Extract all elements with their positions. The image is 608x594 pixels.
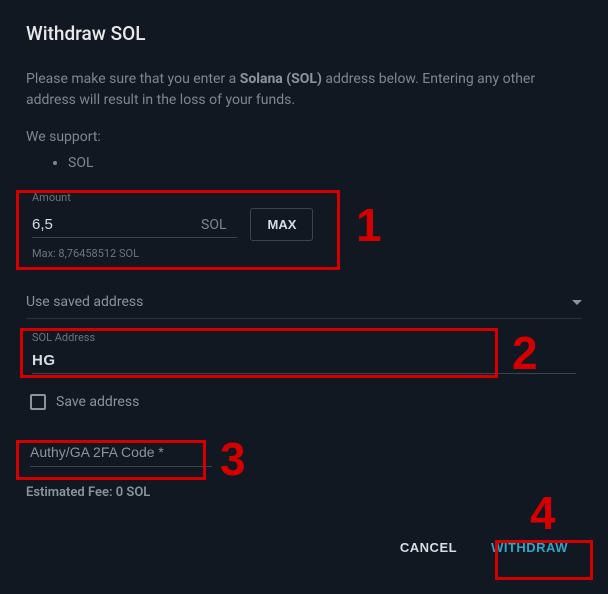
- max-button[interactable]: MAX: [250, 208, 313, 241]
- save-address-row: Save address: [26, 394, 582, 410]
- dialog-title: Withdraw SOL: [26, 22, 582, 45]
- saved-address-dropdown[interactable]: Use saved address: [26, 288, 582, 319]
- cancel-button[interactable]: CANCEL: [386, 530, 471, 565]
- dialog-actions: CANCEL WITHDRAW: [26, 530, 582, 565]
- address-label: SOL Address: [32, 331, 576, 344]
- support-label: We support:: [26, 129, 582, 145]
- twofa-input[interactable]: [30, 438, 212, 467]
- twofa-section: [26, 436, 216, 473]
- amount-label: Amount: [32, 191, 576, 204]
- withdraw-button[interactable]: WITHDRAW: [477, 530, 582, 565]
- amount-input[interactable]: [32, 212, 237, 238]
- address-input[interactable]: [32, 348, 576, 374]
- support-item: SOL: [68, 155, 582, 171]
- warning-text: Please make sure that you enter a Solana…: [26, 69, 582, 111]
- save-address-checkbox[interactable]: [30, 394, 46, 410]
- estimated-fee: Estimated Fee: 0 SOL: [26, 485, 582, 500]
- save-address-label: Save address: [56, 394, 139, 410]
- annotation-number-3: 3: [220, 432, 246, 486]
- withdraw-dialog: Withdraw SOL Please make sure that you e…: [0, 0, 608, 594]
- saved-address-label: Use saved address: [26, 294, 143, 310]
- amount-max-hint: Max: 8,76458512 SOL: [32, 247, 576, 260]
- warning-pre: Please make sure that you enter a: [26, 71, 240, 87]
- address-section: SOL Address: [26, 329, 582, 380]
- support-list: SOL: [26, 155, 582, 171]
- chevron-down-icon: [572, 300, 582, 305]
- amount-row: SOL MAX: [32, 208, 576, 241]
- warning-bold: Solana (SOL): [240, 71, 322, 87]
- amount-section: Amount SOL MAX Max: 8,76458512 SOL: [26, 187, 582, 268]
